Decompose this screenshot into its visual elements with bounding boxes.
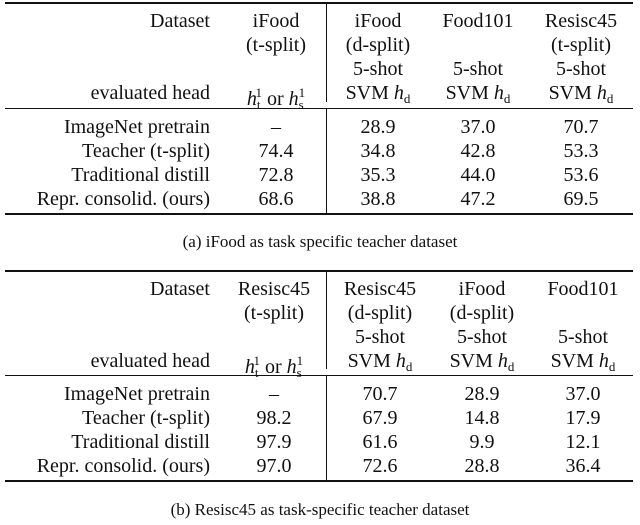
top-rule [5, 270, 633, 272]
col-3-head: SVM hd [445, 82, 511, 106]
col-3-split: (d-split) [449, 302, 515, 324]
table-caption: (a) iFood as task specific teacher datas… [182, 232, 458, 251]
cell: 61.6 [362, 431, 398, 453]
dataset-label: Dataset [150, 10, 210, 32]
col-3-head: SVM hd [449, 350, 515, 374]
col-4-name: Food101 [547, 278, 619, 300]
row-label: Traditional distill [71, 431, 210, 453]
col-3-shot: 5-shot [453, 58, 503, 80]
row-label: Traditional distill [71, 164, 210, 186]
cell: 36.4 [565, 455, 601, 477]
col-1-head: ht1 or hs1 [244, 353, 304, 380]
cell: 72.8 [258, 164, 294, 186]
cell: 35.3 [360, 164, 396, 186]
col-1-name: iFood [252, 10, 300, 32]
row-label: Repr. consolid. (ours) [36, 455, 210, 477]
row-label: ImageNet pretrain [63, 383, 210, 405]
cell: 98.2 [256, 407, 292, 429]
cell: 37.0 [460, 116, 496, 138]
col-1-split: (t-split) [246, 34, 306, 56]
col-2-head: SVM hd [347, 350, 413, 374]
column-divider [326, 376, 327, 480]
col-3-name: Food101 [442, 10, 514, 32]
col-2-name: Resisc45 [343, 278, 417, 300]
cell: 97.0 [256, 455, 292, 477]
cell: 14.8 [464, 407, 500, 429]
bottom-rule [5, 480, 633, 482]
cell: 12.1 [565, 431, 601, 453]
column-divider [326, 109, 327, 213]
col-2-shot: 5-shot [355, 326, 405, 348]
col-4-name: Resisc45 [544, 10, 618, 32]
table-b: Dataset evaluated head Resisc45 (t-split… [0, 263, 640, 525]
cell: 28.9 [464, 383, 500, 405]
cell: 72.6 [362, 455, 398, 477]
cell: 70.7 [362, 383, 398, 405]
table-a: Dataset evaluated head iFood (t-split) h… [5, 2, 633, 251]
column-divider [326, 272, 327, 369]
col-4-split: (t-split) [551, 34, 611, 56]
cell: 69.5 [563, 188, 599, 210]
evaluated-head-label: evaluated head [90, 350, 210, 372]
cell: 28.9 [360, 116, 396, 138]
row-label: Teacher (t-split) [82, 140, 210, 162]
cell: 37.0 [565, 383, 601, 405]
cell: 70.7 [563, 116, 599, 138]
col-2-shot: 5-shot [353, 58, 403, 80]
col-1-split: (t-split) [244, 302, 304, 324]
col-2-name: iFood [354, 10, 402, 32]
col-3-shot: 5-shot [457, 326, 507, 348]
col-4-head: SVM hd [550, 350, 616, 374]
top-rule [5, 2, 633, 4]
col-4-head: SVM hd [548, 82, 614, 106]
cell: 42.8 [460, 140, 496, 162]
col-4-shot: 5-shot [558, 326, 608, 348]
cell: 44.0 [460, 164, 496, 186]
cell: 53.6 [563, 164, 599, 186]
cell: 34.8 [360, 140, 396, 162]
col-2-head: SVM hd [345, 82, 411, 106]
cell: 47.2 [460, 188, 496, 210]
bottom-rule [5, 213, 633, 215]
cell: 38.8 [360, 188, 396, 210]
col-2-split: (d-split) [347, 302, 413, 324]
cell: 74.4 [258, 140, 294, 162]
col-4-shot: 5-shot [556, 58, 606, 80]
cell: 17.9 [565, 407, 601, 429]
cell: – [269, 383, 279, 405]
row-label: Teacher (t-split) [82, 407, 210, 429]
cell: 28.8 [464, 455, 500, 477]
column-divider [326, 4, 327, 102]
col-2-split: (d-split) [345, 34, 411, 56]
cell: 9.9 [469, 431, 495, 453]
cell: 53.3 [563, 140, 599, 162]
cell: 97.9 [256, 431, 292, 453]
header-rule [5, 375, 633, 376]
row-label: Repr. consolid. (ours) [36, 188, 210, 210]
col-1-head: ht1 or hs1 [246, 85, 306, 112]
dataset-label: Dataset [150, 278, 210, 300]
cell: 68.6 [258, 188, 294, 210]
col-1-name: Resisc45 [237, 278, 311, 300]
cell: 67.9 [362, 407, 398, 429]
row-label: ImageNet pretrain [63, 116, 210, 138]
header-rule [5, 108, 633, 109]
col-3-name: iFood [458, 278, 506, 300]
table-caption: (b) Resisc45 as task-specific teacher da… [170, 500, 470, 519]
cell: – [271, 116, 281, 138]
evaluated-head-label: evaluated head [90, 82, 210, 104]
